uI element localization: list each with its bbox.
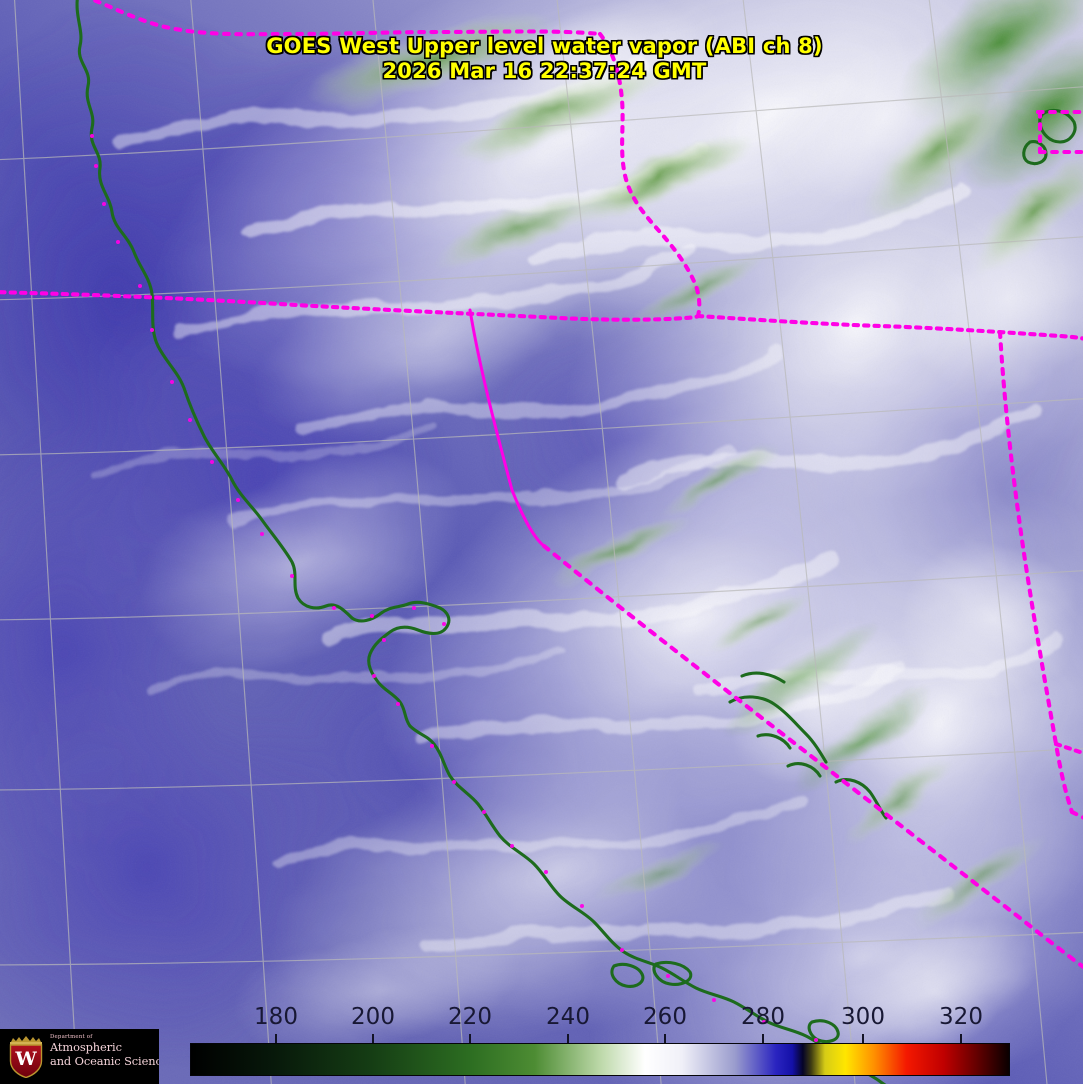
colorbar-tick-label: 220 [448, 1004, 492, 1030]
logo-name-line-2: and Oceanic Sciences [50, 1053, 159, 1068]
colorbar-tick-mark [664, 1034, 666, 1043]
colorbar-tick-mark [469, 1034, 471, 1043]
colorbar: 180 200 220 240 260 280 300 320 [0, 1003, 1083, 1084]
colorbar-tick-mark [960, 1034, 962, 1043]
state-borders [0, 0, 1083, 970]
colorbar-tick-mark [862, 1034, 864, 1043]
uw-crest-icon: W [9, 1036, 43, 1078]
colorbar-tick-label: 320 [939, 1004, 983, 1030]
colorbar-tick-mark [275, 1034, 277, 1043]
colorbar-tick-label: 180 [254, 1004, 298, 1030]
logo-name-line-1: Atmospheric [50, 1040, 122, 1054]
crest-letter-w: W [14, 1048, 37, 1070]
colorbar-tick-label: 280 [741, 1004, 785, 1030]
colorbar-tick-mark [372, 1034, 374, 1043]
colorbar-tick-mark [567, 1034, 569, 1043]
colorbar-tick-mark [762, 1034, 764, 1043]
colorbar-tick-label: 200 [351, 1004, 395, 1030]
colorbar-tick-labels: 180 200 220 240 260 280 300 320 [0, 1003, 1083, 1035]
county-border-dots [90, 134, 818, 1042]
colorbar-tick-label: 240 [546, 1004, 590, 1030]
colorbar-tick-label: 260 [643, 1004, 687, 1030]
colorbar-gradient-bar [190, 1043, 1010, 1076]
logo-dept-prefix: Department of [50, 1034, 93, 1040]
uw-aos-logo: W Department of Atmospheric and Oceanic … [0, 1029, 159, 1084]
logo-text-block: Department of Atmospheric and Oceanic Sc… [50, 1033, 159, 1068]
colorbar-ticks [0, 1034, 1083, 1043]
colorbar-tick-label: 300 [841, 1004, 885, 1030]
colorbar-gradient-svg [191, 1044, 1009, 1075]
